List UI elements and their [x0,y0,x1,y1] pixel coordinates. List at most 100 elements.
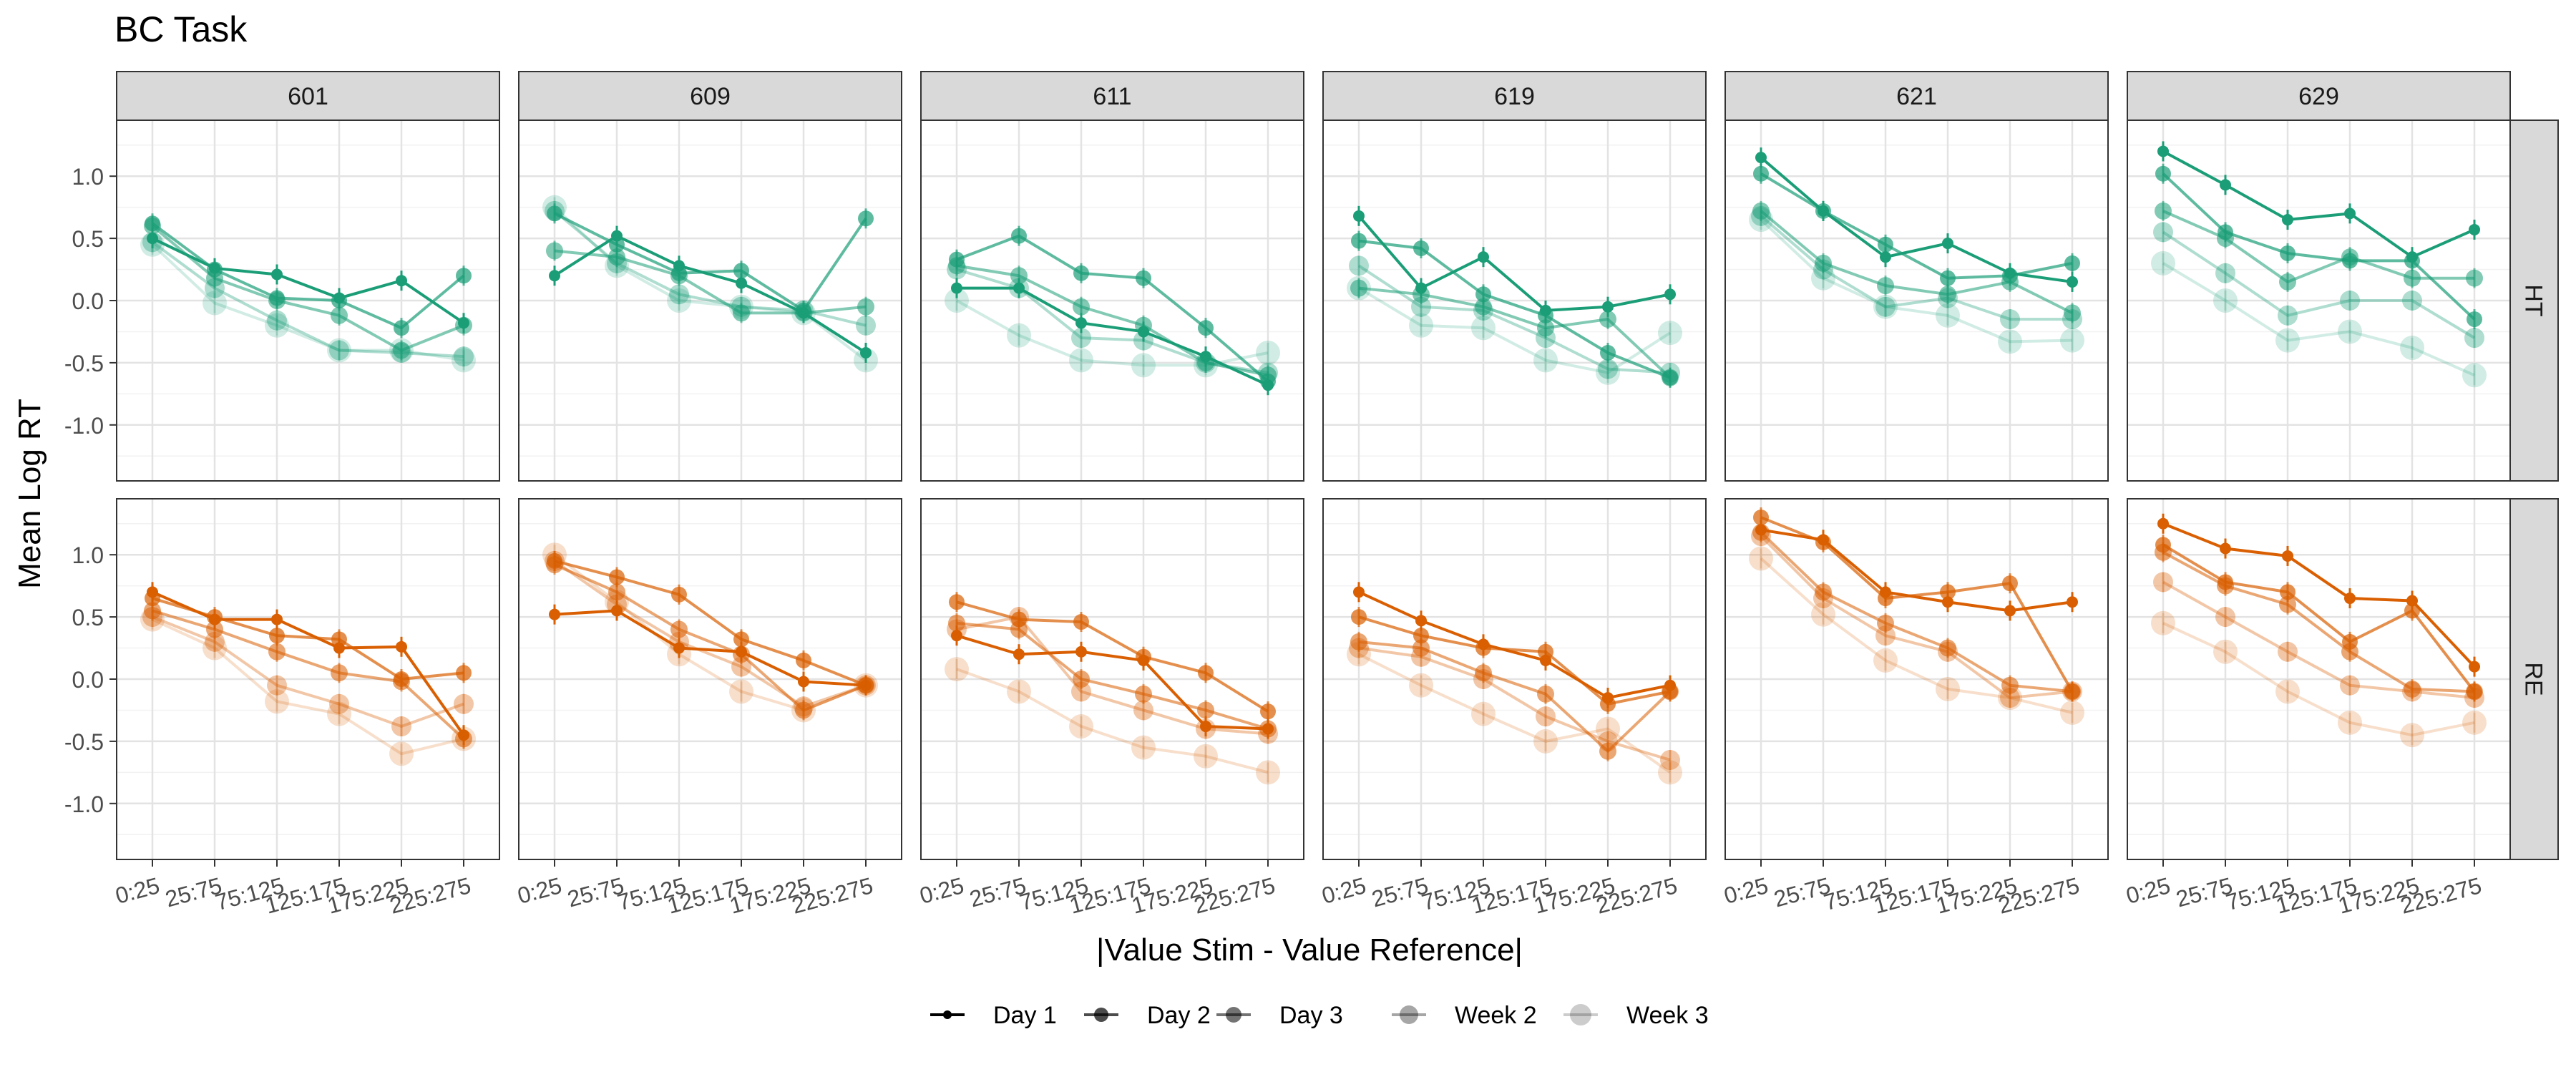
series-line-week-3 [1760,557,2073,714]
panel-series-HT-609 [518,120,902,482]
series-line-day-1 [553,234,867,354]
panel-HT-609 [519,120,902,481]
y-tick-label: 1.0 [72,164,104,190]
data-point [1749,546,1773,571]
data-point [1873,648,1898,673]
data-point [1662,369,1679,386]
data-point [2338,319,2362,344]
data-point [1658,760,1682,785]
data-point [1998,329,2022,354]
series-line-week-3 [1760,218,2073,343]
data-point [2469,661,2480,673]
data-point [546,242,563,260]
data-point [1877,277,1894,295]
data-point [542,195,567,220]
series-line-week-2 [2162,580,2475,700]
series-line-day-1 [1357,215,1671,312]
series-line-week-2 [1357,264,1671,374]
data-point [795,304,812,322]
data-point [1258,723,1278,744]
series-line-day-1 [554,609,867,687]
data-point [673,642,685,654]
data-point [1136,648,1151,665]
data-point [327,338,351,363]
data-point [857,676,874,694]
facet-strip-619 [1322,71,1707,121]
series-line-week-2 [956,615,1269,736]
data-point [667,642,691,667]
data-point [2402,291,2422,311]
data-point [2217,230,2234,248]
data-point [1413,628,1429,644]
data-point [142,232,162,253]
data-point [1413,639,1430,657]
y-tick-label: 1.0 [72,542,104,568]
data-point [2151,610,2175,635]
data-point [1409,313,1433,338]
data-point [1198,320,1214,336]
data-point [856,675,876,696]
data-point [2157,517,2169,530]
data-point [1938,288,1958,308]
data-point [1533,728,1558,754]
data-point [854,673,878,698]
x-tick-label: 0:25 [2123,872,2172,909]
data-point [947,259,967,280]
data-point [456,665,472,681]
data-point [1600,696,1616,712]
data-point [455,730,472,748]
data-point [1259,720,1277,738]
data-point [2275,679,2300,704]
data-point [1813,259,1833,280]
data-point [1136,270,1151,286]
panel-RE-621 [1725,499,2108,859]
data-point [2000,309,2020,330]
legend-key-marker [1226,1007,1241,1023]
data-point [1475,286,1491,303]
data-point [2155,165,2171,182]
data-point [1815,583,1832,601]
y-tick-label: -1.0 [64,791,104,817]
data-point [1349,638,1369,658]
panel-border [518,498,902,860]
series-line-week-3 [2162,621,2475,737]
data-point [2464,328,2484,349]
panel-series-HT-629 [2127,120,2511,482]
data-point [731,296,751,317]
series-line-day-2 [956,600,1269,713]
data-point [951,630,962,642]
data-point [1131,735,1156,760]
data-point [2215,263,2235,283]
data-point [2062,681,2082,702]
data-point [2464,688,2484,708]
data-point [607,594,627,615]
legend-item-week-2: Week 2 [1392,1002,1537,1029]
data-point [1538,307,1553,323]
series-line-week-3 [151,243,464,362]
data-point [271,613,283,625]
data-point [1473,300,1493,321]
data-point [1073,671,1090,688]
data-point [1350,279,1367,297]
data-point [1749,208,1773,233]
series-line-day-3 [554,249,867,315]
series-line-day-2 [1358,239,1671,379]
data-point [1413,286,1430,303]
data-point [1135,685,1152,703]
data-point [1753,510,1769,526]
data-point [144,602,161,620]
data-point [2062,309,2082,330]
data-point [455,316,472,334]
series-line-week-3 [553,206,867,362]
data-point [791,301,816,326]
data-point [1662,683,1679,701]
data-point [549,270,560,282]
data-point [1349,255,1369,276]
data-point [329,693,349,714]
facet-label-601: 601 [288,83,328,110]
data-point [2404,603,2420,619]
data-point [729,679,753,704]
series-line-day-3 [151,225,464,352]
data-point [1351,233,1367,249]
data-point [1596,716,1620,741]
